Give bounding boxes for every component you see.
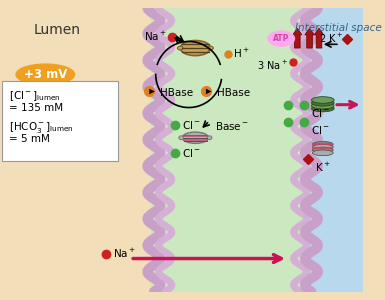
Text: Cl$^-$: Cl$^-$	[311, 107, 330, 119]
Text: Cl$^-$: Cl$^-$	[311, 124, 330, 136]
Text: Cl$^-$: Cl$^-$	[182, 147, 201, 159]
Ellipse shape	[16, 64, 75, 85]
Text: Cl$^-$: Cl$^-$	[182, 118, 201, 130]
Ellipse shape	[311, 97, 334, 103]
Text: $[\mathrm{Cl}^-]_{\mathrm{lumen}}$: $[\mathrm{Cl}^-]_{\mathrm{lumen}}$	[10, 90, 61, 104]
Text: Base$^-$: Base$^-$	[215, 120, 249, 132]
Text: ATP: ATP	[273, 34, 290, 43]
Text: Interstitial space: Interstitial space	[295, 22, 381, 33]
Ellipse shape	[177, 46, 183, 50]
Ellipse shape	[312, 144, 333, 150]
FancyArrow shape	[314, 28, 324, 48]
Ellipse shape	[207, 136, 212, 140]
Ellipse shape	[208, 46, 213, 50]
Ellipse shape	[312, 142, 333, 147]
Bar	[307, 8, 363, 292]
Text: = 5 mM: = 5 mM	[10, 134, 50, 144]
Text: HBase: HBase	[217, 88, 250, 98]
Text: Na$^+$: Na$^+$	[113, 247, 136, 260]
Ellipse shape	[311, 105, 334, 112]
Bar	[183, 135, 208, 137]
FancyArrow shape	[305, 28, 314, 48]
Text: = 135 mM: = 135 mM	[10, 103, 64, 113]
Ellipse shape	[179, 136, 184, 140]
Bar	[0, 8, 151, 292]
Ellipse shape	[312, 150, 333, 156]
Ellipse shape	[180, 40, 211, 56]
Text: H$^+$: H$^+$	[233, 47, 250, 60]
Text: Lumen: Lumen	[33, 22, 80, 37]
Text: Na$^+$: Na$^+$	[144, 30, 167, 43]
FancyBboxPatch shape	[2, 81, 119, 161]
Text: $[\mathrm{HCO}_3^-]_{\mathrm{lumen}}$: $[\mathrm{HCO}_3^-]_{\mathrm{lumen}}$	[10, 120, 74, 135]
Bar	[312, 147, 333, 149]
Bar	[183, 139, 208, 141]
Bar	[312, 143, 333, 145]
Ellipse shape	[312, 147, 333, 153]
Text: HBase: HBase	[161, 88, 194, 98]
Bar	[151, 8, 307, 292]
Ellipse shape	[182, 132, 209, 143]
Ellipse shape	[311, 100, 334, 106]
Text: 2 K$^+$: 2 K$^+$	[319, 32, 343, 45]
FancyArrow shape	[293, 28, 302, 48]
Ellipse shape	[311, 102, 334, 109]
Text: 3 Na$^+$: 3 Na$^+$	[257, 58, 288, 72]
Text: K$^+$: K$^+$	[315, 160, 331, 173]
Ellipse shape	[268, 31, 295, 46]
Text: +3 mV: +3 mV	[23, 68, 67, 81]
